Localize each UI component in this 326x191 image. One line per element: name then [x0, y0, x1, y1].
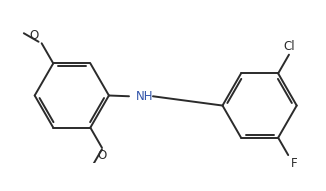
Text: O: O — [97, 149, 107, 162]
Text: Cl: Cl — [283, 40, 295, 53]
Text: O: O — [29, 29, 38, 42]
Text: F: F — [291, 157, 298, 170]
Text: NH: NH — [136, 90, 154, 103]
